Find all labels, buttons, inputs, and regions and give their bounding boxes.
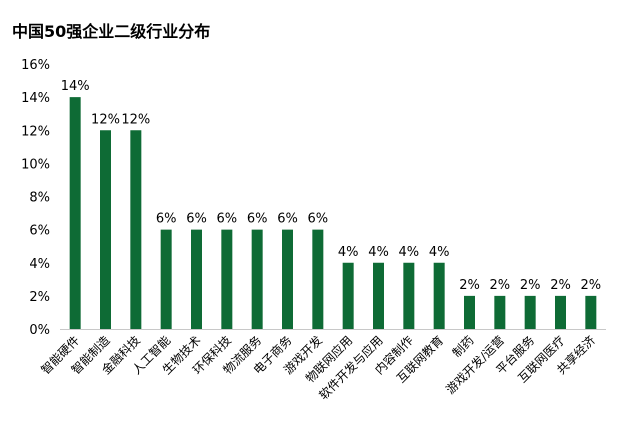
x-axis-labels: 智能硬件智能制造金融科技人工智能生物技术环保科技物流服务电子商务游戏开发物联网应… [38, 333, 598, 403]
bars [69, 97, 597, 329]
data-label: 2% [490, 278, 511, 293]
data-label: 2% [459, 278, 480, 293]
bar [312, 229, 324, 329]
chart-title: 中国50强企业二级行业分布 [12, 22, 210, 41]
bar [555, 295, 566, 329]
bar [221, 229, 233, 329]
data-label: 2% [520, 278, 541, 293]
bar [160, 229, 172, 329]
y-tick-label: 16% [21, 58, 50, 73]
bar [433, 262, 445, 329]
y-tick-label: 2% [29, 290, 50, 305]
y-tick-label: 6% [29, 224, 50, 239]
bar [130, 130, 142, 329]
y-tick-label: 8% [29, 191, 50, 206]
y-tick-label: 14% [21, 91, 50, 106]
data-label: 6% [308, 212, 329, 227]
data-label: 6% [156, 212, 177, 227]
bar [69, 97, 81, 329]
y-tick-label: 12% [21, 124, 50, 139]
data-label: 6% [277, 212, 298, 227]
x-tick-label: 制药 [450, 333, 477, 360]
data-label: 4% [399, 245, 420, 260]
data-labels: 14% 12% 12% 6% 6% 6% 6% 6% 6% 4% 4% 4% 4% 2% 2% 2% 2% 2% [61, 79, 601, 293]
bar [373, 262, 384, 329]
data-label: 4% [368, 245, 389, 260]
y-axis-ticks: 0% 2% 4% 6% 8% 10% 12% 14% 16% [21, 58, 50, 338]
bar [403, 262, 415, 329]
data-label: 12% [121, 112, 150, 127]
bar [524, 295, 536, 329]
data-label: 4% [338, 245, 359, 260]
data-label: 12% [91, 112, 120, 127]
y-tick-label: 4% [29, 257, 50, 272]
data-label: 14% [61, 79, 90, 94]
data-label: 2% [581, 278, 602, 293]
bar [100, 130, 111, 329]
bar [585, 295, 597, 329]
data-label: 2% [550, 278, 571, 293]
bar [251, 229, 263, 329]
bar [464, 295, 475, 329]
bar [494, 295, 506, 329]
y-tick-label: 10% [21, 157, 50, 172]
bar [191, 229, 202, 329]
data-label: 6% [217, 212, 238, 227]
bar [282, 229, 293, 329]
data-label: 6% [186, 212, 207, 227]
y-tick-label: 0% [29, 323, 50, 338]
data-label: 6% [247, 212, 268, 227]
data-label: 4% [429, 245, 450, 260]
bar [342, 262, 354, 329]
